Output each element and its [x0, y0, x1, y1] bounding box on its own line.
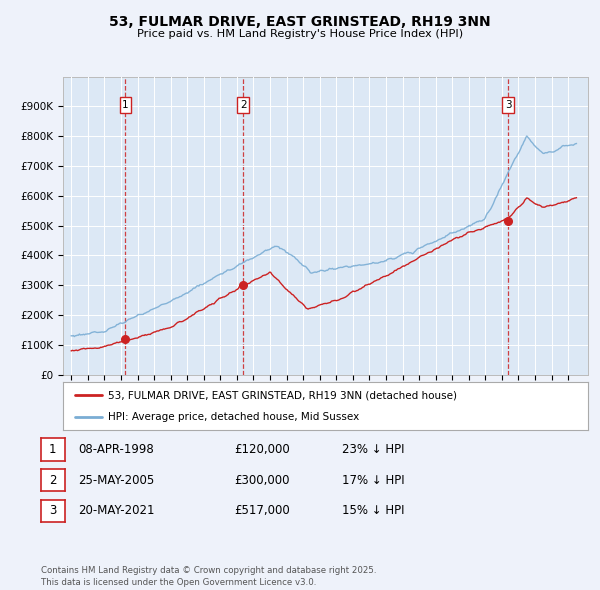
Text: 3: 3: [49, 504, 56, 517]
Text: 2: 2: [240, 100, 247, 110]
Text: £120,000: £120,000: [234, 443, 290, 456]
Text: 53, FULMAR DRIVE, EAST GRINSTEAD, RH19 3NN (detached house): 53, FULMAR DRIVE, EAST GRINSTEAD, RH19 3…: [107, 390, 457, 400]
Text: Price paid vs. HM Land Registry's House Price Index (HPI): Price paid vs. HM Land Registry's House …: [137, 30, 463, 39]
Text: 1: 1: [49, 443, 56, 456]
Text: 17% ↓ HPI: 17% ↓ HPI: [342, 474, 404, 487]
Text: £517,000: £517,000: [234, 504, 290, 517]
Text: 20-MAY-2021: 20-MAY-2021: [78, 504, 155, 517]
Text: £300,000: £300,000: [234, 474, 290, 487]
Text: 15% ↓ HPI: 15% ↓ HPI: [342, 504, 404, 517]
Text: 3: 3: [505, 100, 511, 110]
Text: 1: 1: [122, 100, 129, 110]
Text: 2: 2: [49, 474, 56, 487]
Text: 53, FULMAR DRIVE, EAST GRINSTEAD, RH19 3NN: 53, FULMAR DRIVE, EAST GRINSTEAD, RH19 3…: [109, 15, 491, 30]
Text: 25-MAY-2005: 25-MAY-2005: [78, 474, 154, 487]
Text: 08-APR-1998: 08-APR-1998: [78, 443, 154, 456]
Text: 23% ↓ HPI: 23% ↓ HPI: [342, 443, 404, 456]
Text: Contains HM Land Registry data © Crown copyright and database right 2025.
This d: Contains HM Land Registry data © Crown c…: [41, 566, 376, 587]
Text: HPI: Average price, detached house, Mid Sussex: HPI: Average price, detached house, Mid …: [107, 412, 359, 422]
